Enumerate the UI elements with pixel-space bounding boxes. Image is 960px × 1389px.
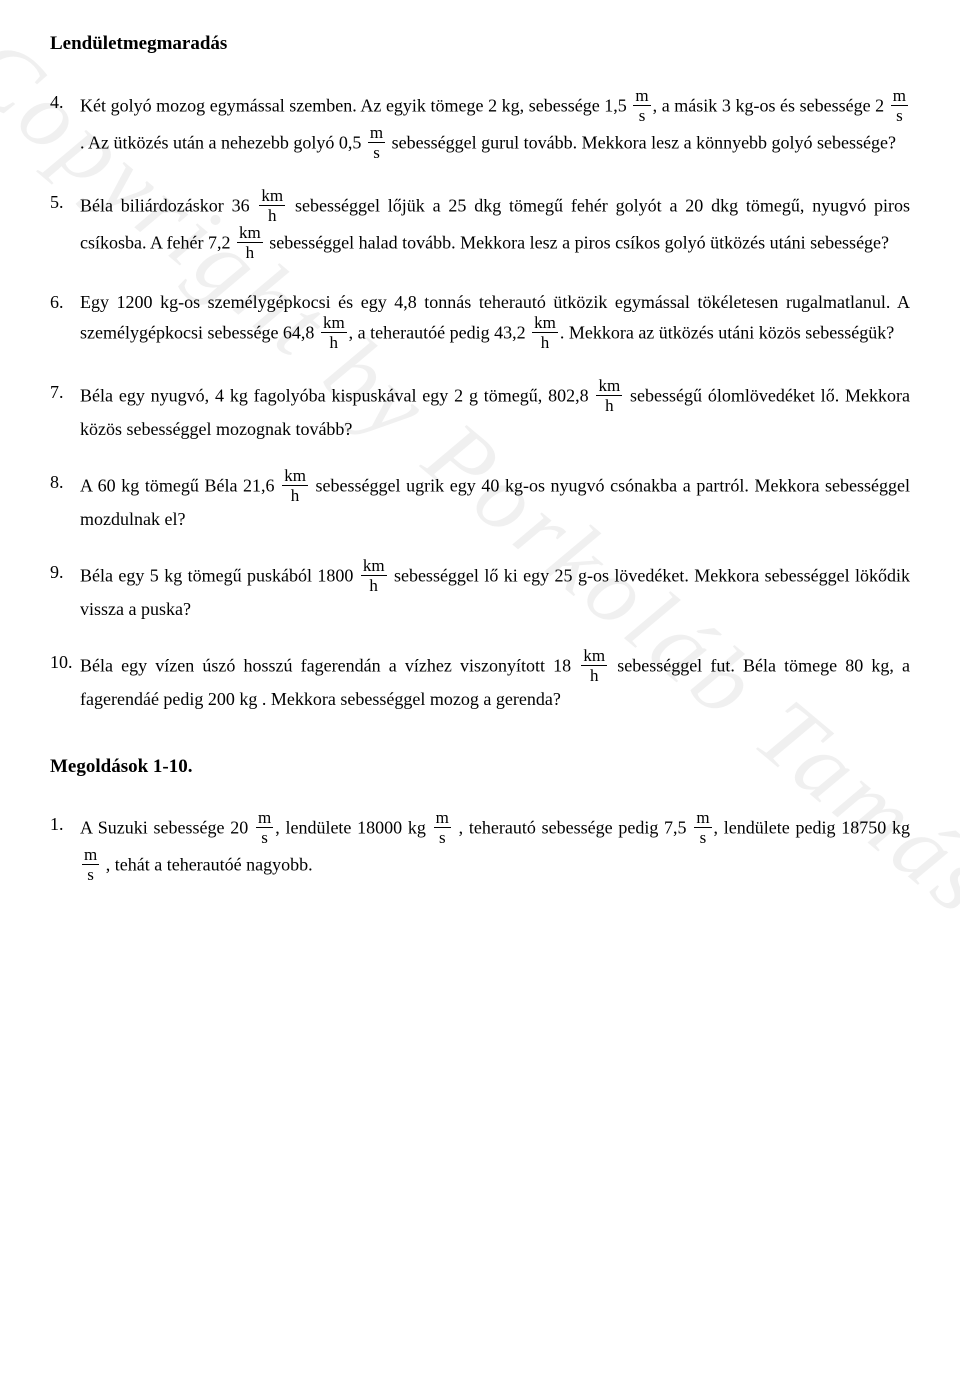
fraction-m-s: ms [368, 124, 385, 161]
fraction-km-h: kmh [361, 557, 387, 594]
problem-number: 8. [50, 469, 80, 533]
problem-number: 6. [50, 289, 80, 353]
fraction-top: km [581, 647, 607, 666]
text-segment: Béla biliárdozáskor 36 [80, 195, 250, 215]
fraction-bot: s [256, 828, 273, 846]
problem-body: Béla biliárdozáskor 36 kmh sebességgel l… [80, 189, 910, 263]
problem-7: 7. Béla egy nyugvó, 4 kg fagolyóba kispu… [50, 379, 910, 443]
fraction-top: m [368, 124, 385, 143]
fraction-bot: s [368, 143, 385, 161]
fraction-bot: s [434, 828, 451, 846]
text-segment: Béla egy nyugvó, 4 kg fagolyóba kispuská… [80, 385, 589, 405]
text-segment: sebességgel gurul tovább. Mekkora lesz a… [387, 132, 896, 152]
fraction-m-s: ms [434, 809, 451, 846]
text-segment: , lendülete pedig 18750 kg [714, 818, 910, 838]
fraction-top: m [434, 809, 451, 828]
problem-number: 7. [50, 379, 80, 443]
problem-body: Béla egy vízen úszó hosszú fagerendán a … [80, 649, 910, 713]
problem-5: 5. Béla biliárdozáskor 36 kmh sebességge… [50, 189, 910, 263]
fraction-top: km [361, 557, 387, 576]
fraction-bot: h [282, 486, 308, 504]
text-segment: A 60 kg tömegű Béla 21,6 [80, 475, 275, 495]
fraction-km-h: kmh [259, 187, 285, 224]
text-segment: Két golyó mozog egymással szemben. Az eg… [80, 95, 627, 115]
fraction-km-h: kmh [237, 224, 263, 261]
fraction-top: km [259, 187, 285, 206]
fraction-km-h: kmh [581, 647, 607, 684]
text-segment: sebességgel halad tovább. Mekkora lesz a… [265, 232, 889, 252]
solution-1: 1. A Suzuki sebessége 20 ms, lendülete 1… [50, 811, 910, 885]
problem-number: 10. [50, 649, 80, 713]
fraction-top: km [596, 377, 622, 396]
problem-number: 5. [50, 189, 80, 263]
fraction-bot: h [532, 333, 558, 351]
problem-body: Egy 1200 kg-os személygépkocsi és egy 4,… [80, 289, 910, 353]
text-segment: , lendülete 18000 kg [275, 818, 426, 838]
text-segment: , tehát a teherautóé nagyobb. [101, 855, 312, 875]
fraction-top: m [694, 809, 711, 828]
fraction-bot: s [633, 106, 650, 124]
text-segment: . Mekkora az ütközés utáni közös sebessé… [560, 322, 894, 342]
problem-body: Béla egy nyugvó, 4 kg fagolyóba kispuská… [80, 379, 910, 443]
text-segment: , a teherautóé pedig 43,2 [349, 322, 526, 342]
fraction-bot: s [694, 828, 711, 846]
problem-4: 4. Két golyó mozog egymással szemben. Az… [50, 89, 910, 163]
fraction-km-h: kmh [282, 467, 308, 504]
fraction-bot: h [581, 666, 607, 684]
fraction-bot: h [259, 206, 285, 224]
fraction-km-h: kmh [596, 377, 622, 414]
problem-6: 6. Egy 1200 kg-os személygépkocsi és egy… [50, 289, 910, 353]
text-segment: . Az ütközés után a nehezebb golyó 0,5 [80, 132, 361, 152]
fraction-top: m [633, 87, 650, 106]
solution-number: 1. [50, 811, 80, 885]
solutions-heading: Megoldások 1-10. [50, 753, 910, 782]
fraction-top: km [321, 314, 347, 333]
fraction-m-s: ms [633, 87, 650, 124]
problem-8: 8. A 60 kg tömegű Béla 21,6 kmh sebesség… [50, 469, 910, 533]
problem-body: Két golyó mozog egymással szemben. Az eg… [80, 89, 910, 163]
solution-body: A Suzuki sebessége 20 ms, lendülete 1800… [80, 811, 910, 885]
text-segment: A Suzuki sebessége 20 [80, 818, 248, 838]
fraction-bot: h [321, 333, 347, 351]
text-segment: , teherautó sebessége pedig 7,5 [453, 818, 687, 838]
fraction-m-s: ms [256, 809, 273, 846]
fraction-bot: s [82, 865, 99, 883]
fraction-km-h: kmh [321, 314, 347, 351]
fraction-top: km [282, 467, 308, 486]
problem-number: 4. [50, 89, 80, 163]
fraction-m-s: ms [891, 87, 908, 124]
text-segment: , a másik 3 kg-os és sebessége 2 [653, 95, 885, 115]
fraction-top: m [256, 809, 273, 828]
fraction-bot: h [237, 243, 263, 261]
fraction-top: km [237, 224, 263, 243]
problem-body: Béla egy 5 kg tömegű puskából 1800 kmh s… [80, 559, 910, 623]
fraction-m-s: ms [82, 846, 99, 883]
problem-number: 9. [50, 559, 80, 623]
fraction-bot: s [891, 106, 908, 124]
fraction-km-h: kmh [532, 314, 558, 351]
problem-10: 10. Béla egy vízen úszó hosszú fagerendá… [50, 649, 910, 713]
fraction-bot: h [596, 396, 622, 414]
fraction-top: km [532, 314, 558, 333]
fraction-top: m [891, 87, 908, 106]
fraction-m-s: ms [694, 809, 711, 846]
fraction-bot: h [361, 576, 387, 594]
text-segment: Béla egy 5 kg tömegű puskából 1800 [80, 565, 353, 585]
problem-body: A 60 kg tömegű Béla 21,6 kmh sebességgel… [80, 469, 910, 533]
text-segment: Béla egy vízen úszó hosszú fagerendán a … [80, 655, 571, 675]
problem-9: 9. Béla egy 5 kg tömegű puskából 1800 km… [50, 559, 910, 623]
fraction-top: m [82, 846, 99, 865]
page-title: Lendületmegmaradás [50, 30, 910, 59]
